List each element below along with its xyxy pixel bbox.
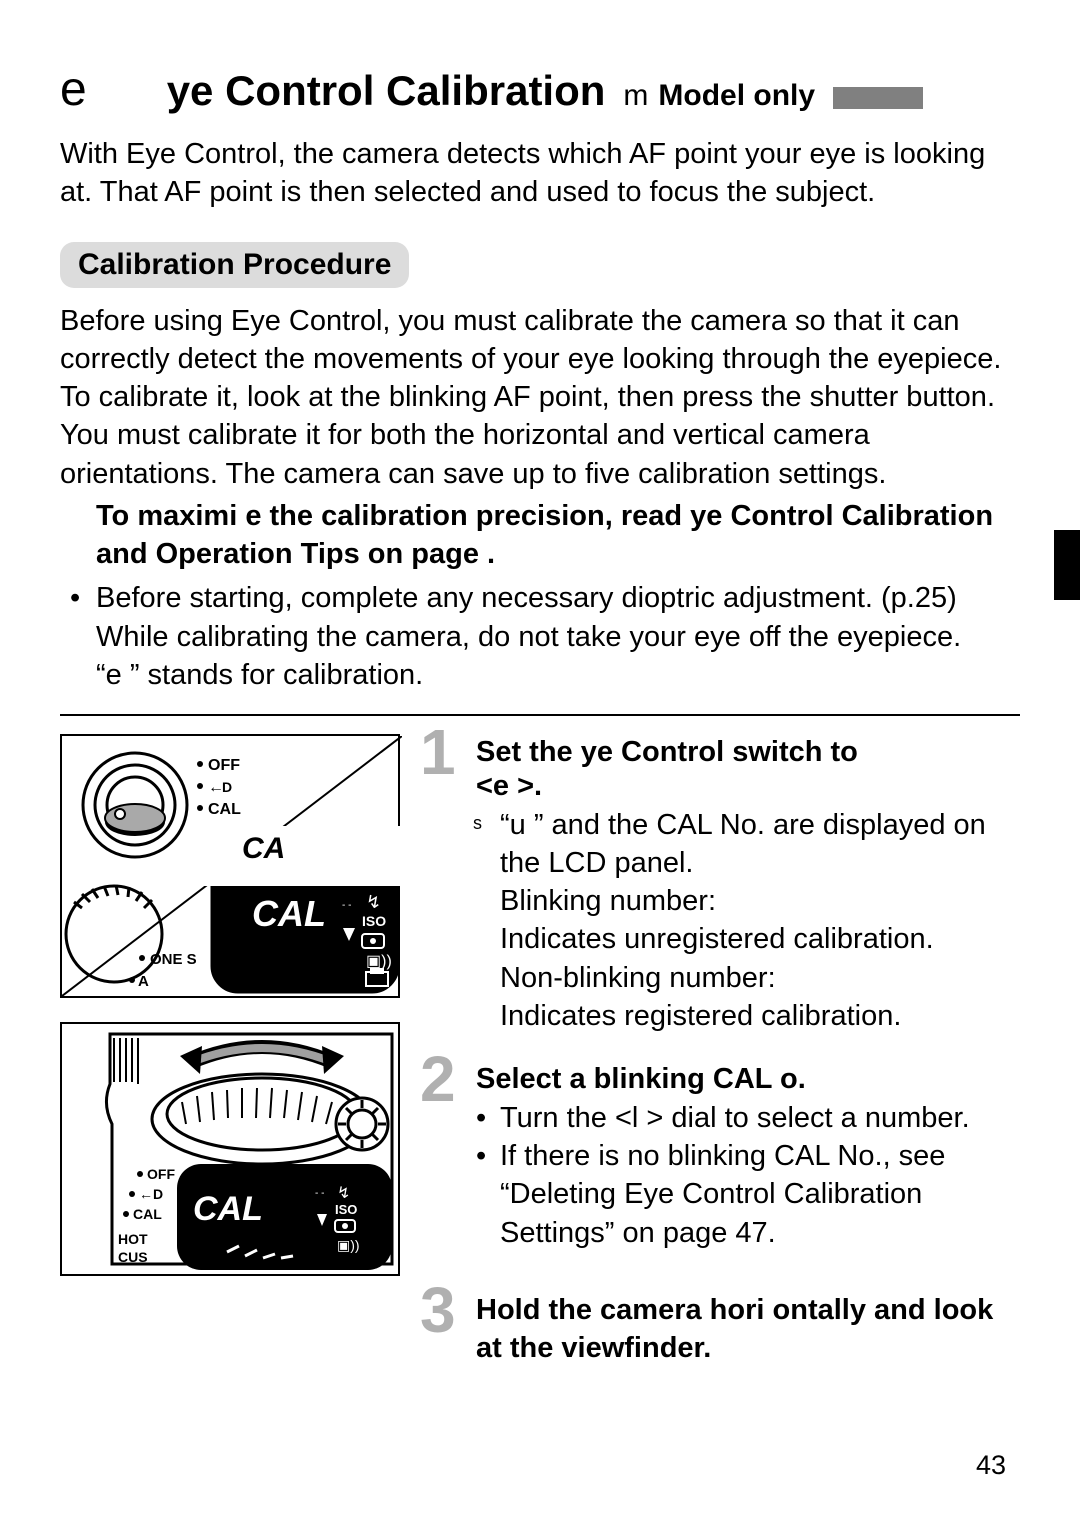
step-2-number: 2 [420, 1047, 456, 1111]
svg-text:↯: ↯ [337, 1185, 350, 1202]
step-1-line1: “u ” and the CAL No. are displayed on th… [476, 806, 1020, 883]
title-gray-bar [833, 87, 923, 109]
title-model-text: Model only [658, 79, 815, 113]
svg-text:▣)): ▣)) [366, 953, 392, 970]
svg-text:- -: - - [315, 1188, 324, 1199]
svg-text:- -: - - [342, 900, 351, 911]
step-1-title-b: <e >. [476, 768, 1020, 806]
illus2-hot: HOT [118, 1231, 148, 1247]
illus1-iso-label: ISO [362, 913, 386, 929]
illus1-lcd-text: CAL [252, 893, 326, 934]
page-title-row: e ye Control Calibration m Model only [60, 62, 1020, 117]
svg-text:▣)): ▣)) [337, 1237, 360, 1253]
step-1-line4: Non-blinking number: [476, 959, 1020, 997]
page-number: 43 [976, 1450, 1006, 1481]
pre-start-bullet-1: Before starting, complete any necessary … [60, 579, 1020, 656]
step-2-bullet-2: If there is no blinking CAL No., see “De… [476, 1137, 1020, 1252]
step-1-line2: Blinking number: [476, 882, 1020, 920]
svg-text:CA: CA [242, 832, 285, 865]
step-1-number: 1 [420, 720, 456, 784]
step-3: 3 Hold the camera hori ontally and look … [426, 1292, 1020, 1367]
illus2-lcd: CAL [193, 1190, 263, 1228]
svg-text:↯: ↯ [366, 892, 381, 912]
illus1-label-cal: CAL [208, 801, 241, 818]
pre-start-sub: “e ” stands for calibration. [60, 656, 1020, 694]
pre-start-bullets: Before starting, complete any necessary … [60, 579, 1020, 656]
illus2-off: OFF [147, 1166, 175, 1182]
step-1-title-a: Set the ye Control switch to [476, 734, 1020, 772]
step-2-bullet-1: Turn the <l > dial to select a number. [476, 1099, 1020, 1137]
step-1-line5: Indicates registered calibration. [476, 997, 1020, 1035]
title-model-m: m [623, 79, 648, 113]
illus1-label-off: OFF [208, 757, 240, 774]
step-3-number: 3 [420, 1278, 456, 1342]
tip-text: To maximi e the calibration precision, r… [96, 497, 1020, 574]
title-main: ye Control Calibration [167, 67, 606, 115]
title-prefix: e [60, 62, 87, 117]
procedure-body: Before using Eye Control, you must calib… [60, 302, 1020, 493]
step-1: 1 Set the ye Control switch to <e >. “u … [426, 734, 1020, 1035]
svg-text:←D: ←D [139, 1186, 163, 1202]
side-tab [1054, 530, 1080, 600]
illus2-cal: CAL [133, 1206, 162, 1222]
section-heading: Calibration Procedure [60, 242, 409, 288]
illus2-iso: ISO [335, 1202, 357, 1217]
svg-text:D: D [222, 779, 232, 795]
illustration-1: OFF ← D CAL [60, 734, 400, 998]
step-3-title: Hold the camera hori ontally and look at… [476, 1292, 1020, 1367]
svg-text:A: A [138, 973, 149, 990]
illus1-label-one: ONE S [150, 951, 197, 968]
intro-paragraph: With Eye Control, the camera detects whi… [60, 135, 1020, 212]
step-1-line3: Indicates unregistered calibration. [476, 920, 1020, 958]
separator [60, 714, 1020, 716]
illustration-2: OFF ←D CAL HOT CUS CAL - - ↯ ISO [60, 1022, 400, 1276]
step-2-title: Select a blinking CAL o. [476, 1061, 1020, 1099]
step-2: 2 Select a blinking CAL o. Turn the <l >… [426, 1061, 1020, 1252]
illus2-cus: CUS [118, 1249, 148, 1265]
